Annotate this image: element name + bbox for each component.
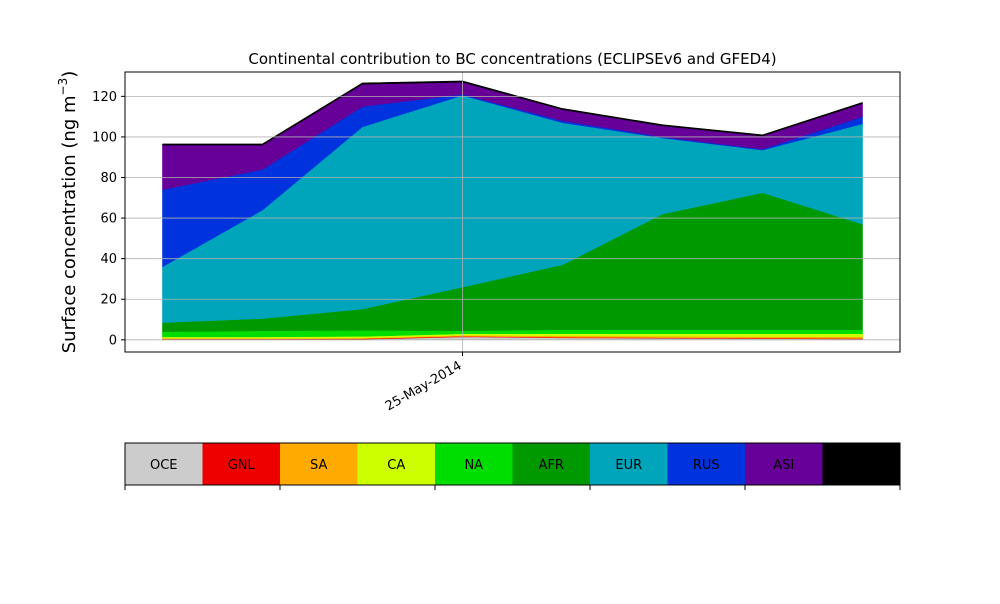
legend-label-aus: AUS <box>848 458 875 473</box>
legend-swatch-na <box>435 443 513 485</box>
legend-label-afr: AFR <box>539 458 564 473</box>
legend-label-sa: SA <box>310 458 327 473</box>
y-tick-label: 120 <box>92 90 117 105</box>
legend-label-rus: RUS <box>693 458 720 473</box>
plot-area <box>162 80 863 341</box>
chart-title: Continental contribution to BC concentra… <box>248 50 776 68</box>
legend-swatch-asi <box>745 443 823 485</box>
legend-label-ca: CA <box>387 458 405 473</box>
y-tick-label: 100 <box>92 130 117 145</box>
y-tick-label: 80 <box>100 171 117 186</box>
legend-label-oce: OCE <box>150 458 178 473</box>
total-outline-line <box>162 80 863 146</box>
y-axis-label-close: ) <box>59 71 80 78</box>
y-tick-label: 60 <box>100 212 117 227</box>
legend-label-asi: ASI <box>773 458 794 473</box>
y-axis-label-main: Surface concentration (ng m <box>59 95 80 353</box>
legend-swatch-gnl <box>202 443 280 485</box>
legend-label-eur: EUR <box>615 458 642 473</box>
legend-swatch-sa <box>280 443 358 485</box>
legend-frame <box>124 442 901 486</box>
legend-label-gnl: GNL <box>228 458 256 473</box>
legend-swatch-eur <box>590 443 668 485</box>
legend-swatch-rus <box>667 443 745 485</box>
legend-swatch-aus <box>822 443 900 485</box>
legend: OCE GNL SA CA NA AFR EUR RUS ASI AUS <box>124 442 901 490</box>
y-tick-label: 0 <box>109 333 117 348</box>
y-tick-label: 40 <box>100 252 117 267</box>
y-axis-label: Surface concentration (ng m−3) <box>56 71 80 354</box>
legend-swatch-oce <box>125 443 203 485</box>
legend-swatch-afr <box>512 443 590 485</box>
legend-label-na: NA <box>464 458 483 473</box>
y-tick-label: 20 <box>100 293 117 308</box>
y-axis-label-superscript: −3 <box>56 78 70 96</box>
plot-frame <box>124 71 901 353</box>
legend-swatch-ca <box>357 443 435 485</box>
